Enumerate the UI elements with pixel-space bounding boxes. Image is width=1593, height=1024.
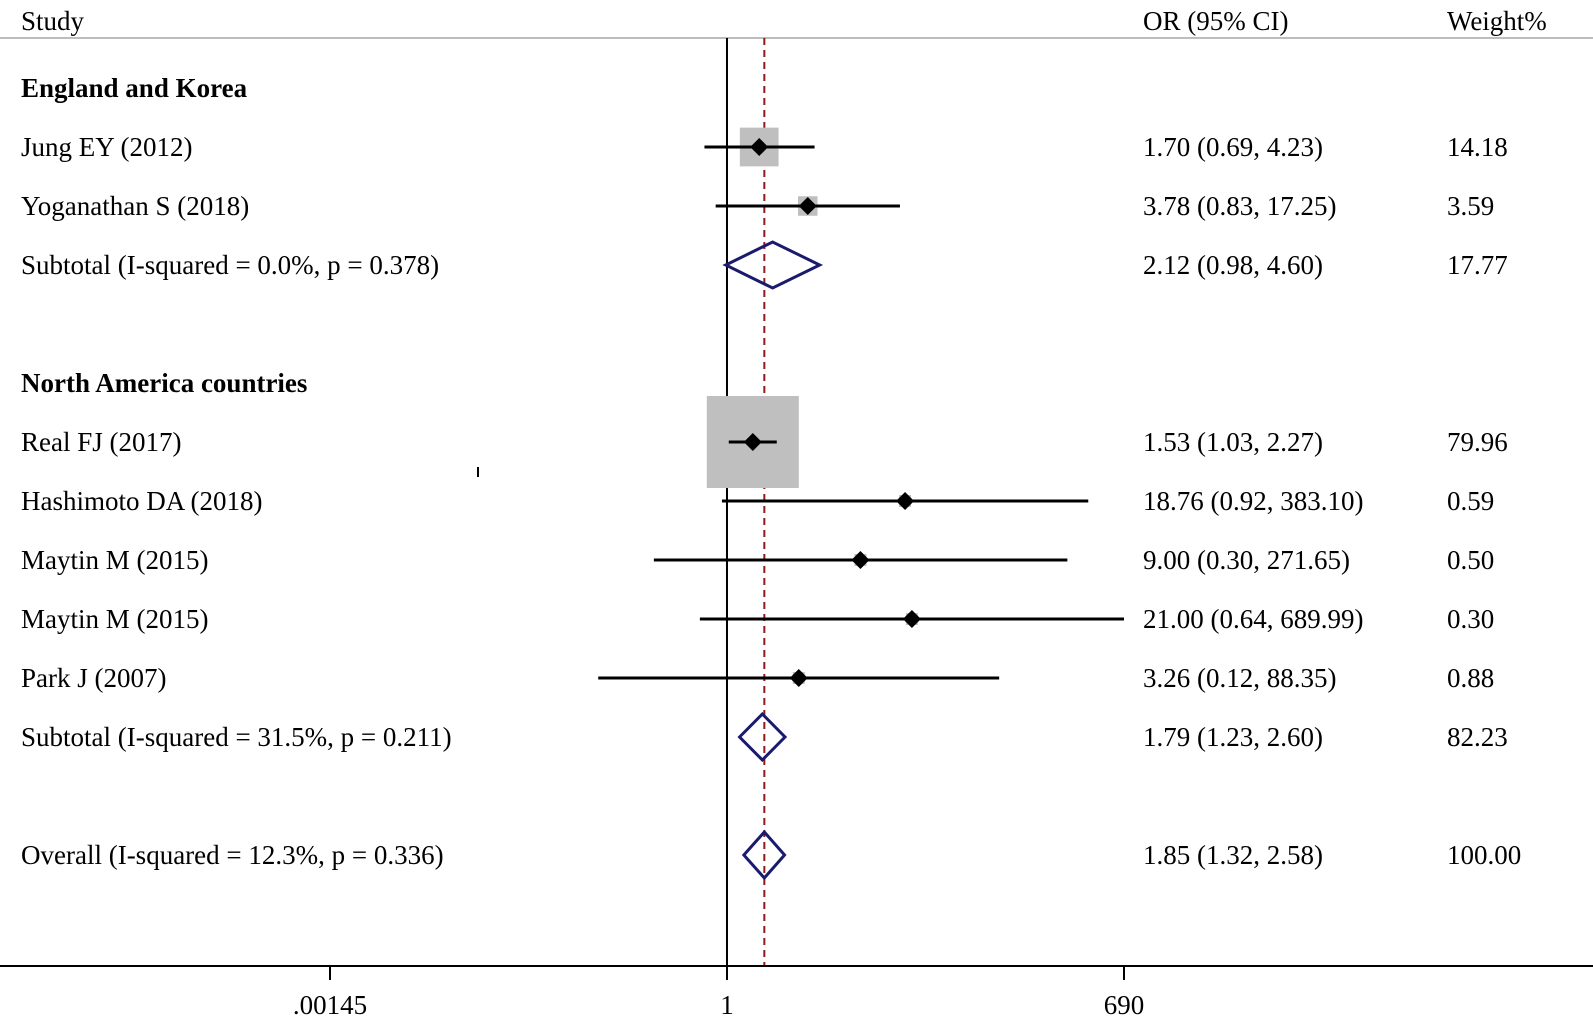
weight-value: 3.59: [1447, 191, 1494, 221]
study-label: Yoganathan S (2018): [21, 191, 249, 221]
weight-value: 0.59: [1447, 486, 1494, 516]
row-group: England and Korea: [21, 73, 248, 103]
x-tick-label: .00145: [293, 990, 367, 1020]
or-ci-value: 21.00 (0.64, 689.99): [1143, 604, 1363, 634]
overall-diamond: [741, 829, 787, 881]
weight-value: 0.88: [1447, 663, 1494, 693]
or-ci-value: 1.70 (0.69, 4.23): [1143, 132, 1323, 162]
study-label: Hashimoto DA (2018): [21, 486, 262, 516]
row-subtotal: Subtotal (I-squared = 31.5%, p = 0.211) 1…: [21, 711, 1508, 763]
header-or-ci: OR (95% CI): [1143, 6, 1288, 36]
weight-value: 0.30: [1447, 604, 1494, 634]
row-group: North America countries: [21, 368, 307, 398]
or-ci-value: 1.85 (1.32, 2.58): [1143, 840, 1323, 870]
or-ci-value: 9.00 (0.30, 271.65): [1143, 545, 1350, 575]
point-estimate: [902, 610, 921, 628]
column-headers: Study OR (95% CI) Weight%: [21, 6, 1547, 36]
study-label: Real FJ (2017): [21, 427, 181, 457]
header-study: Study: [21, 6, 85, 36]
x-tick-label: 690: [1104, 990, 1145, 1020]
or-ci-value: 3.26 (0.12, 88.35): [1143, 663, 1336, 693]
study-label: Overall (I-squared = 12.3%, p = 0.336): [21, 840, 444, 870]
point-estimate: [851, 551, 870, 569]
study-label: Subtotal (I-squared = 0.0%, p = 0.378): [21, 250, 439, 280]
row-study: Jung EY (2012) 1.70 (0.69, 4.23) 14.18: [21, 127, 1508, 167]
or-ci-value: 1.79 (1.23, 2.60): [1143, 722, 1323, 752]
weight-value: 0.50: [1447, 545, 1494, 575]
study-label: Maytin M (2015): [21, 604, 208, 634]
point-estimate: [798, 197, 817, 215]
study-label: Maytin M (2015): [21, 545, 208, 575]
subtotal-diamond: [722, 240, 824, 290]
or-ci-value: 18.76 (0.92, 383.10): [1143, 486, 1363, 516]
weight-value: 14.18: [1447, 132, 1508, 162]
x-tick-label: 1: [720, 990, 734, 1020]
row-subtotal: Subtotal (I-squared = 0.0%, p = 0.378) 2.…: [21, 240, 1508, 290]
row-study: Maytin M (2015) 9.00 (0.30, 271.65) 0.50: [21, 545, 1494, 575]
point-estimate: [896, 492, 915, 510]
group-heading: North America countries: [21, 368, 307, 398]
or-ci-value: 1.53 (1.03, 2.27): [1143, 427, 1323, 457]
weight-value: 79.96: [1447, 427, 1508, 457]
or-ci-value: 2.12 (0.98, 4.60): [1143, 250, 1323, 280]
row-study: Maytin M (2015) 21.00 (0.64, 689.99) 0.30: [21, 604, 1494, 634]
study-label: Park J (2007): [21, 663, 166, 693]
weight-value: 82.23: [1447, 722, 1508, 752]
subtotal-diamond: [737, 711, 788, 763]
point-estimate: [743, 433, 762, 451]
point-estimate: [789, 669, 808, 687]
weight-value: 100.00: [1447, 840, 1521, 870]
row-study: Hashimoto DA (2018) 18.76 (0.92, 383.10) 0…: [21, 486, 1494, 516]
header-weight: Weight%: [1447, 6, 1547, 36]
row-study: Real FJ (2017) 1.53 (1.03, 2.27) 79.96: [21, 396, 1508, 488]
or-ci-value: 3.78 (0.83, 17.25): [1143, 191, 1336, 221]
point-estimate: [750, 138, 769, 156]
weight-value: 17.77: [1447, 250, 1508, 280]
study-label: Subtotal (I-squared = 31.5%, p = 0.211): [21, 722, 452, 752]
study-label: Jung EY (2012): [21, 132, 192, 162]
row-overall: Overall (I-squared = 12.3%, p = 0.336) 1.…: [21, 829, 1521, 881]
group-heading: England and Korea: [21, 73, 248, 103]
row-study: Yoganathan S (2018) 3.78 (0.83, 17.25) 3.5…: [21, 191, 1494, 221]
row-study: Park J (2007) 3.26 (0.12, 88.35) 0.88: [21, 663, 1494, 693]
